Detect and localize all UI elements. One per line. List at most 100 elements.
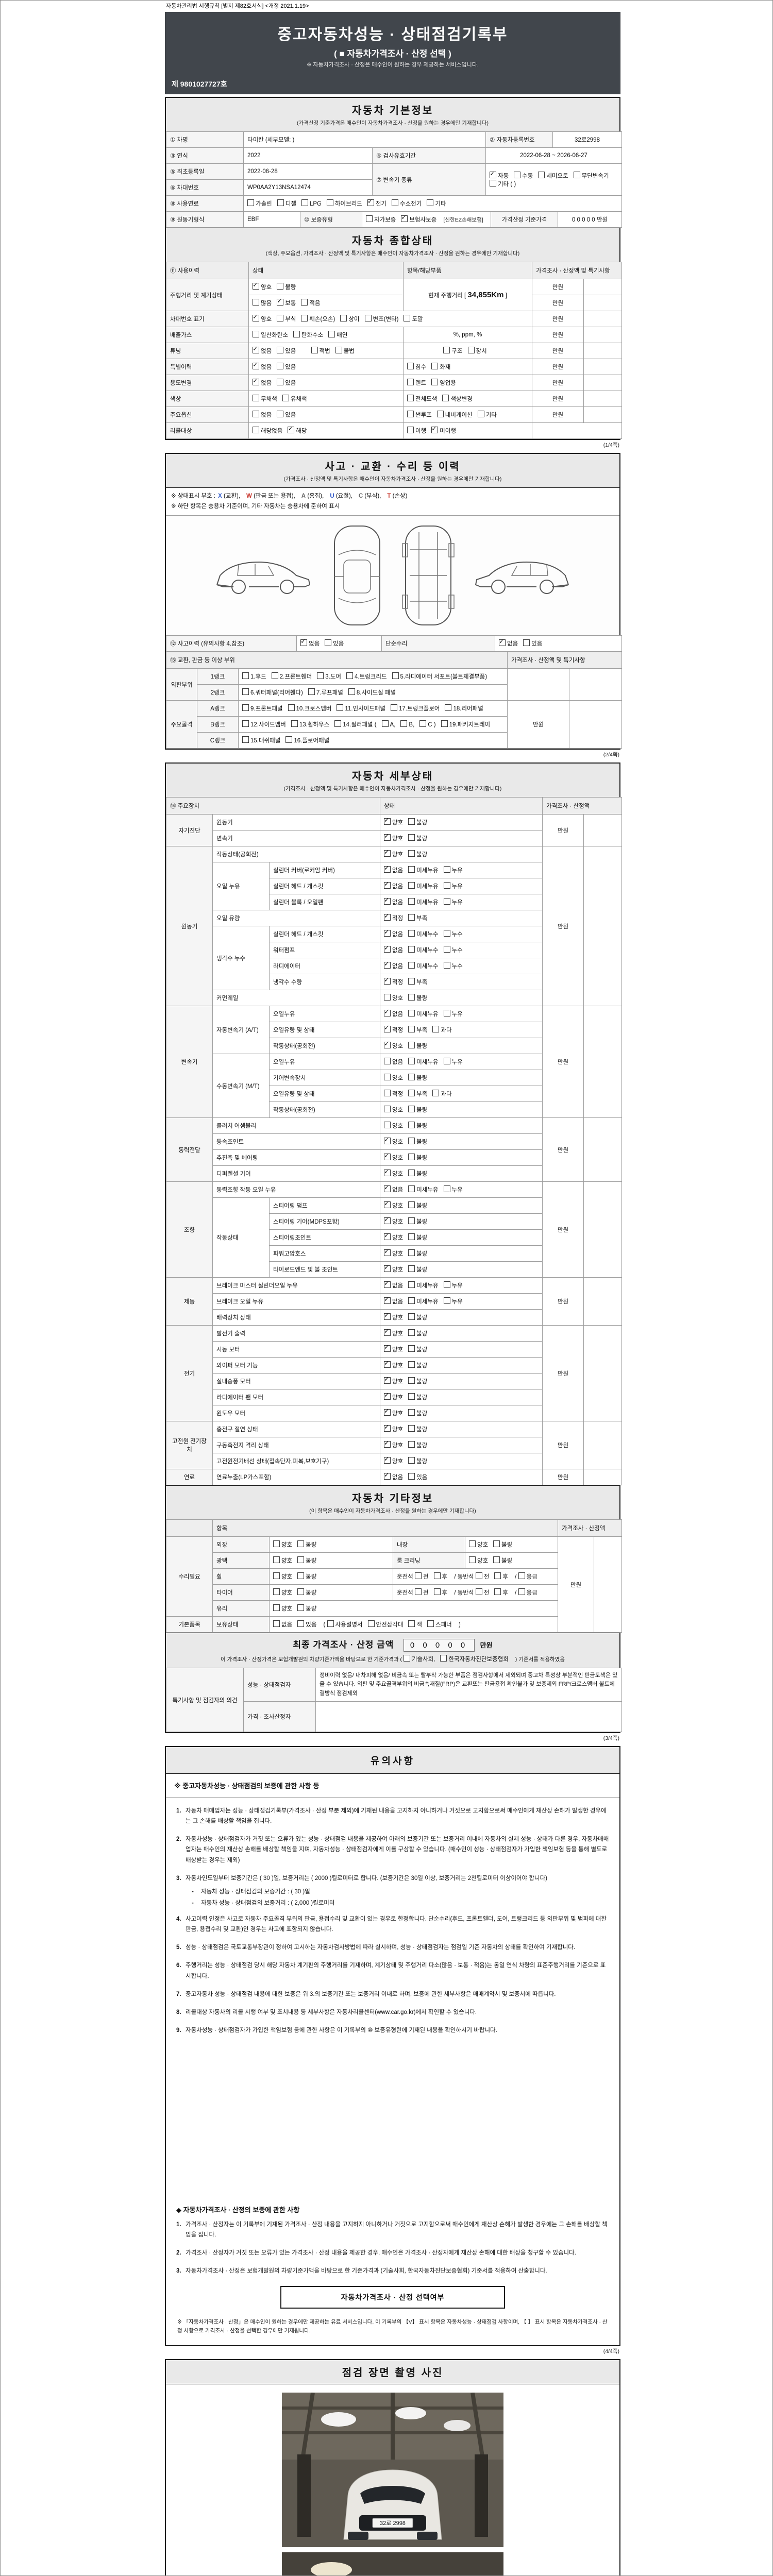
checkbox[interactable] — [443, 866, 450, 873]
checkbox[interactable] — [253, 411, 259, 417]
checkbox[interactable] — [408, 882, 415, 889]
checkbox[interactable] — [443, 962, 450, 969]
checkbox[interactable] — [440, 1655, 447, 1662]
checkbox[interactable] — [408, 1620, 415, 1628]
checkbox[interactable] — [346, 672, 354, 680]
checkbox[interactable] — [384, 1295, 391, 1304]
checkbox[interactable] — [427, 1620, 434, 1628]
checkbox[interactable] — [327, 1620, 334, 1628]
checkbox[interactable] — [408, 914, 415, 921]
checkbox[interactable] — [408, 1233, 415, 1241]
checkbox[interactable] — [384, 1279, 391, 1289]
checkbox[interactable] — [408, 962, 415, 969]
checkbox[interactable] — [273, 1572, 280, 1580]
checkbox[interactable] — [273, 1556, 280, 1564]
checkbox[interactable] — [384, 1024, 391, 1033]
checkbox[interactable] — [293, 331, 300, 337]
checkbox[interactable] — [408, 978, 415, 985]
checkbox[interactable] — [297, 1540, 305, 1548]
checkbox[interactable] — [328, 331, 335, 337]
checkbox[interactable] — [253, 377, 259, 385]
checkbox[interactable] — [408, 946, 415, 953]
checkbox[interactable] — [443, 347, 450, 353]
checkbox[interactable] — [408, 866, 415, 873]
checkbox[interactable] — [273, 1540, 280, 1548]
checkbox[interactable] — [403, 1655, 410, 1662]
checkbox[interactable] — [367, 197, 374, 206]
checkbox[interactable] — [427, 199, 434, 206]
checkbox[interactable] — [408, 1074, 415, 1081]
checkbox[interactable] — [443, 1010, 450, 1017]
checkbox[interactable] — [273, 1588, 280, 1596]
checkbox[interactable] — [384, 1151, 391, 1161]
checkbox[interactable] — [384, 960, 391, 969]
checkbox[interactable] — [493, 1540, 500, 1548]
checkbox[interactable] — [384, 1311, 391, 1320]
checkbox[interactable] — [384, 994, 391, 1001]
checkbox[interactable] — [443, 1281, 450, 1289]
checkbox[interactable] — [414, 1588, 422, 1596]
checkbox[interactable] — [253, 281, 259, 290]
checkbox[interactable] — [408, 1042, 415, 1049]
checkbox[interactable] — [538, 171, 545, 178]
checkbox[interactable] — [408, 1185, 415, 1193]
checkbox[interactable] — [242, 720, 249, 727]
checkbox[interactable] — [433, 1572, 441, 1580]
checkbox[interactable] — [433, 1588, 441, 1596]
checkbox[interactable] — [367, 1620, 375, 1628]
checkbox[interactable] — [384, 1471, 391, 1480]
checkbox[interactable] — [242, 688, 249, 696]
checkbox[interactable] — [469, 1540, 476, 1548]
checkbox[interactable] — [301, 299, 308, 306]
checkbox[interactable] — [297, 1556, 305, 1564]
checkbox[interactable] — [384, 976, 391, 985]
checkbox[interactable] — [408, 1361, 415, 1368]
checkbox[interactable] — [242, 704, 249, 711]
checkbox[interactable] — [408, 1249, 415, 1257]
checkbox[interactable] — [404, 315, 411, 321]
checkbox[interactable] — [381, 720, 389, 727]
checkbox[interactable] — [408, 1345, 415, 1352]
checkbox[interactable] — [282, 395, 289, 401]
checkbox[interactable] — [384, 896, 391, 905]
checkbox[interactable] — [384, 1391, 391, 1400]
checkbox[interactable] — [291, 720, 298, 727]
checkbox[interactable] — [317, 672, 324, 680]
checkbox[interactable] — [253, 313, 259, 321]
checkbox[interactable] — [408, 1058, 415, 1065]
checkbox[interactable] — [408, 1090, 415, 1097]
checkbox[interactable] — [443, 882, 450, 889]
checkbox[interactable] — [443, 946, 450, 953]
checkbox[interactable] — [340, 315, 347, 321]
checkbox[interactable] — [408, 1138, 415, 1145]
checkbox[interactable] — [523, 639, 530, 647]
checkbox[interactable] — [273, 1604, 280, 1612]
checkbox[interactable] — [408, 1265, 415, 1273]
checkbox[interactable] — [384, 928, 391, 937]
checkbox[interactable] — [408, 1010, 415, 1017]
checkbox[interactable] — [297, 1604, 305, 1612]
checkbox[interactable] — [414, 1572, 422, 1580]
checkbox[interactable] — [285, 736, 293, 743]
checkbox[interactable] — [408, 1329, 415, 1336]
checkbox[interactable] — [277, 199, 284, 206]
checkbox[interactable] — [467, 347, 475, 353]
checkbox[interactable] — [253, 361, 259, 369]
checkbox[interactable] — [442, 395, 449, 401]
checkbox[interactable] — [490, 179, 496, 187]
checkbox[interactable] — [392, 199, 399, 206]
checkbox[interactable] — [384, 1343, 391, 1352]
checkbox[interactable] — [297, 1620, 305, 1628]
checkbox[interactable] — [408, 1313, 415, 1320]
checkbox[interactable] — [400, 720, 408, 727]
checkbox[interactable] — [408, 1281, 415, 1289]
checkbox[interactable] — [253, 395, 259, 401]
checkbox[interactable] — [384, 1040, 391, 1049]
checkbox[interactable] — [514, 171, 521, 178]
checkbox[interactable] — [494, 1572, 501, 1580]
checkbox[interactable] — [408, 1154, 415, 1161]
checkbox[interactable] — [384, 1215, 391, 1225]
checkbox[interactable] — [335, 347, 342, 353]
checkbox[interactable] — [407, 411, 414, 417]
checkbox[interactable] — [443, 1185, 450, 1193]
